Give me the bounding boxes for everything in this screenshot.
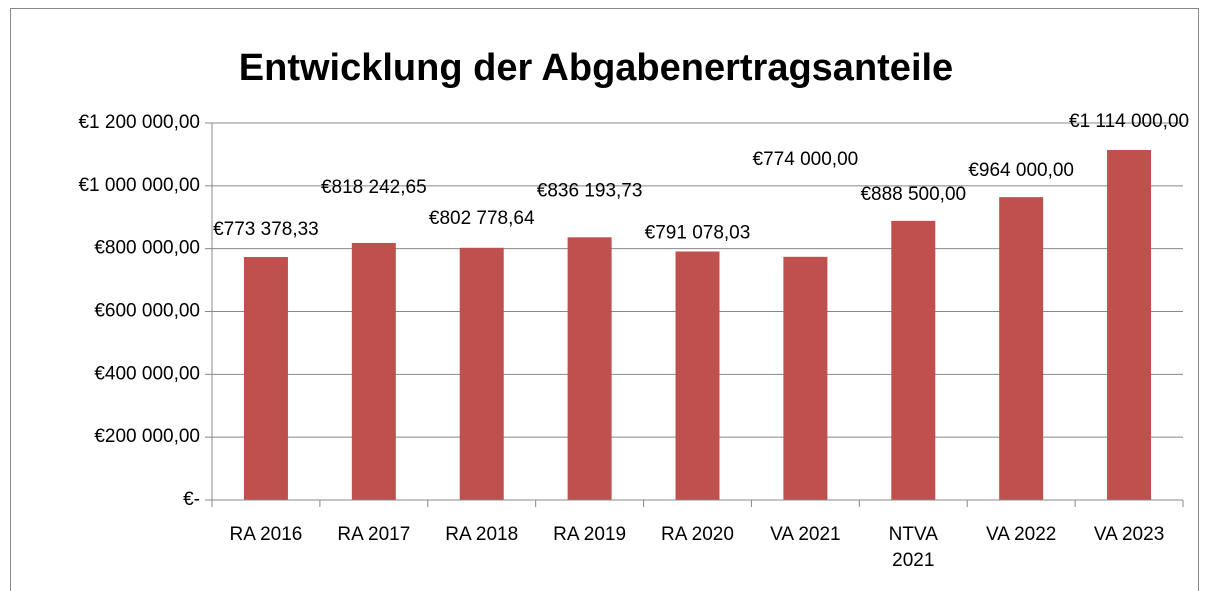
x-tick-label: NTVA 2021: [888, 524, 938, 571]
data-label: €836 193,73: [537, 180, 643, 201]
chart-title: Entwicklung der Abgabenertragsanteile: [239, 47, 953, 89]
data-label: €1 114 000,00: [1069, 111, 1189, 132]
data-label: €888 500,00: [860, 184, 966, 205]
y-tick-label: €1 000 000,00: [78, 175, 200, 196]
y-tick-label: €600 000,00: [94, 301, 200, 322]
data-label: €802 778,64: [429, 208, 535, 229]
bar: [999, 197, 1044, 501]
x-tick-label: VA 2023: [1093, 524, 1165, 545]
x-tick-label: RA 2017: [337, 524, 411, 545]
data-label: €773 378,33: [213, 219, 319, 240]
y-tick-label: €1 200 000,00: [78, 112, 200, 133]
y-tick-label: €800 000,00: [94, 238, 200, 259]
x-tick-label: VA 2022: [985, 524, 1057, 545]
bar: [1107, 150, 1152, 501]
bar: [567, 237, 612, 500]
x-tick-label: RA 2018: [445, 524, 519, 545]
chart-border: [10, 8, 1199, 591]
y-tick-label: €-: [183, 489, 200, 510]
bar: [459, 247, 504, 500]
x-tick-label: RA 2016: [229, 524, 303, 545]
x-tick-label: RA 2020: [661, 524, 734, 545]
data-label: €774 000,00: [753, 149, 859, 170]
x-tick-label: VA 2021: [770, 524, 841, 545]
bar: [783, 256, 828, 500]
bar: [675, 251, 720, 500]
x-tick-label: RA 2019: [553, 524, 627, 545]
data-label: €964 000,00: [968, 160, 1074, 181]
data-label: €818 242,65: [321, 177, 427, 198]
y-tick-label: €200 000,00: [94, 426, 200, 447]
y-tick-label: €400 000,00: [94, 363, 200, 384]
bar: [891, 220, 936, 500]
data-label: €791 078,03: [645, 222, 751, 243]
bar: [243, 257, 288, 500]
bar: [351, 242, 396, 501]
